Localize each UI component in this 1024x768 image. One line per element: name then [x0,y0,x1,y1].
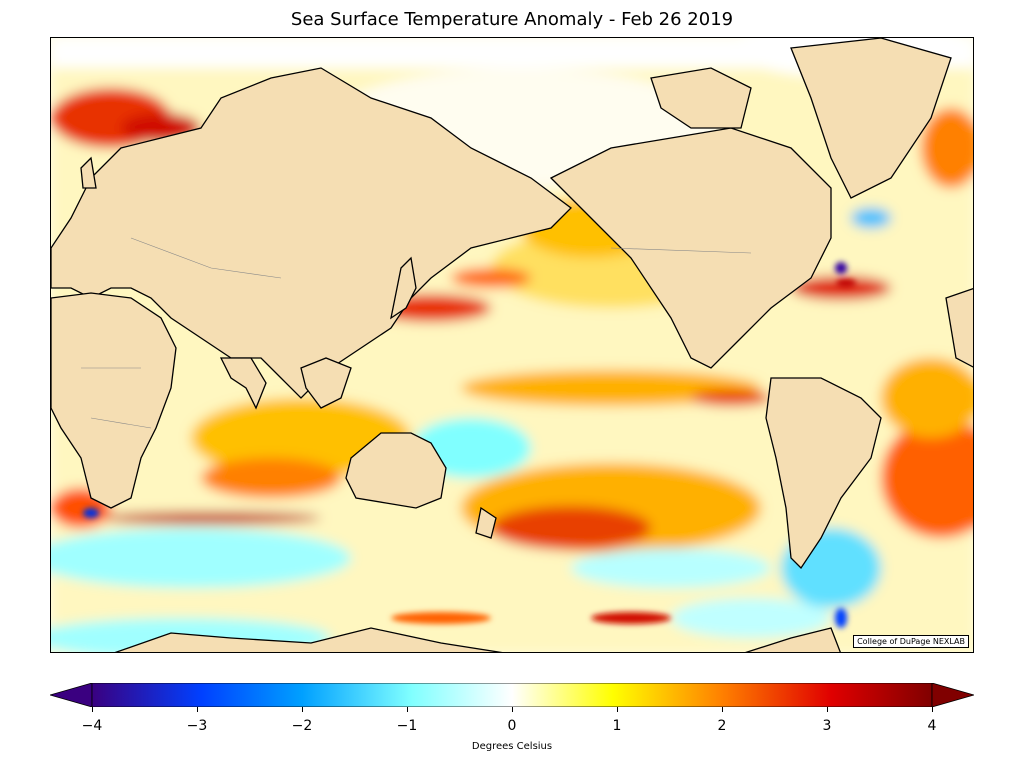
colorbar-tick-label: 0 [507,718,517,734]
anomaly-detail [83,262,856,628]
new-zealand [475,506,497,539]
colorbar-tick [722,707,723,712]
eurasia [51,67,572,399]
map-canvas [51,38,973,652]
colorbar-tick-label: −4 [81,718,103,734]
land [51,38,973,652]
europe-east-atlantic [945,288,973,368]
antarctica-east [745,627,841,652]
colorbar-tick [932,707,933,712]
sst-anomaly-map: College of DuPage NEXLAB [50,37,974,653]
colorbar-tick-label: 3 [822,718,832,734]
colorbar-max-arrow [931,683,974,707]
colorbar [50,683,974,707]
south-america [765,377,882,570]
india [219,357,267,410]
colorbar-tick [512,707,513,712]
colorbar-tick [197,707,198,712]
colorbar-tick-label: −2 [291,718,313,734]
colorbar-tick [92,707,93,712]
north-america [549,127,832,369]
colorbar-tick [407,707,408,712]
japan [390,256,417,320]
colorbar-gradient [91,683,933,707]
colorbar-tick-label: 2 [717,718,727,734]
colorbar-tick-label: −1 [396,718,418,734]
colorbar-tick [827,707,828,712]
colorbar-tick [617,707,618,712]
australia [345,432,447,509]
borders [81,237,752,429]
colorbar-label: Degrees Celsius [471,741,553,752]
colorbar-tick-label: 4 [927,718,937,734]
se-asia [300,357,352,409]
chart-title: Sea Surface Temperature Anomaly - Feb 26… [290,9,734,30]
antarctica [114,627,503,652]
colorbar-tick-label: −3 [186,718,208,734]
colorbar-min-arrow [50,683,93,707]
africa [51,292,177,509]
colorbar-ticks: −4 −3 −2 −1 0 1 2 3 4 [0,707,1024,737]
colorbar-tick-label: 1 [612,718,622,734]
credit-label: College of DuPage NEXLAB [853,635,969,648]
colorbar-tick [302,707,303,712]
anomaly-field [51,38,973,652]
britain [80,156,97,189]
canadian-arctic [650,67,752,129]
greenland [790,38,952,199]
